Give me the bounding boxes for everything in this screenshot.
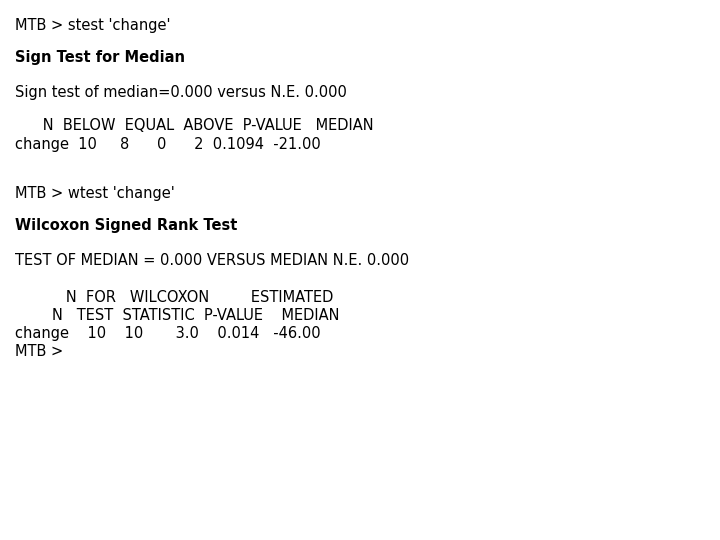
Text: change    10    10       3.0    0.014   -46.00: change 10 10 3.0 0.014 -46.00 bbox=[15, 326, 320, 341]
Text: Wilcoxon Signed Rank Test: Wilcoxon Signed Rank Test bbox=[15, 218, 238, 233]
Text: N  BELOW  EQUAL  ABOVE  P-VALUE   MEDIAN: N BELOW EQUAL ABOVE P-VALUE MEDIAN bbox=[15, 118, 374, 133]
Text: N   TEST  STATISTIC  P-VALUE    MEDIAN: N TEST STATISTIC P-VALUE MEDIAN bbox=[15, 308, 340, 323]
Text: MTB > stest 'change': MTB > stest 'change' bbox=[15, 18, 171, 33]
Text: Sign test of median=0.000 versus N.E. 0.000: Sign test of median=0.000 versus N.E. 0.… bbox=[15, 85, 347, 100]
Text: TEST OF MEDIAN = 0.000 VERSUS MEDIAN N.E. 0.000: TEST OF MEDIAN = 0.000 VERSUS MEDIAN N.E… bbox=[15, 253, 409, 268]
Text: MTB >: MTB > bbox=[15, 344, 63, 359]
Text: MTB > wtest 'change': MTB > wtest 'change' bbox=[15, 186, 175, 201]
Text: Sign Test for Median: Sign Test for Median bbox=[15, 50, 185, 65]
Text: N  FOR   WILCOXON         ESTIMATED: N FOR WILCOXON ESTIMATED bbox=[15, 290, 333, 305]
Text: change  10     8      0      2  0.1094  -21.00: change 10 8 0 2 0.1094 -21.00 bbox=[15, 137, 320, 152]
